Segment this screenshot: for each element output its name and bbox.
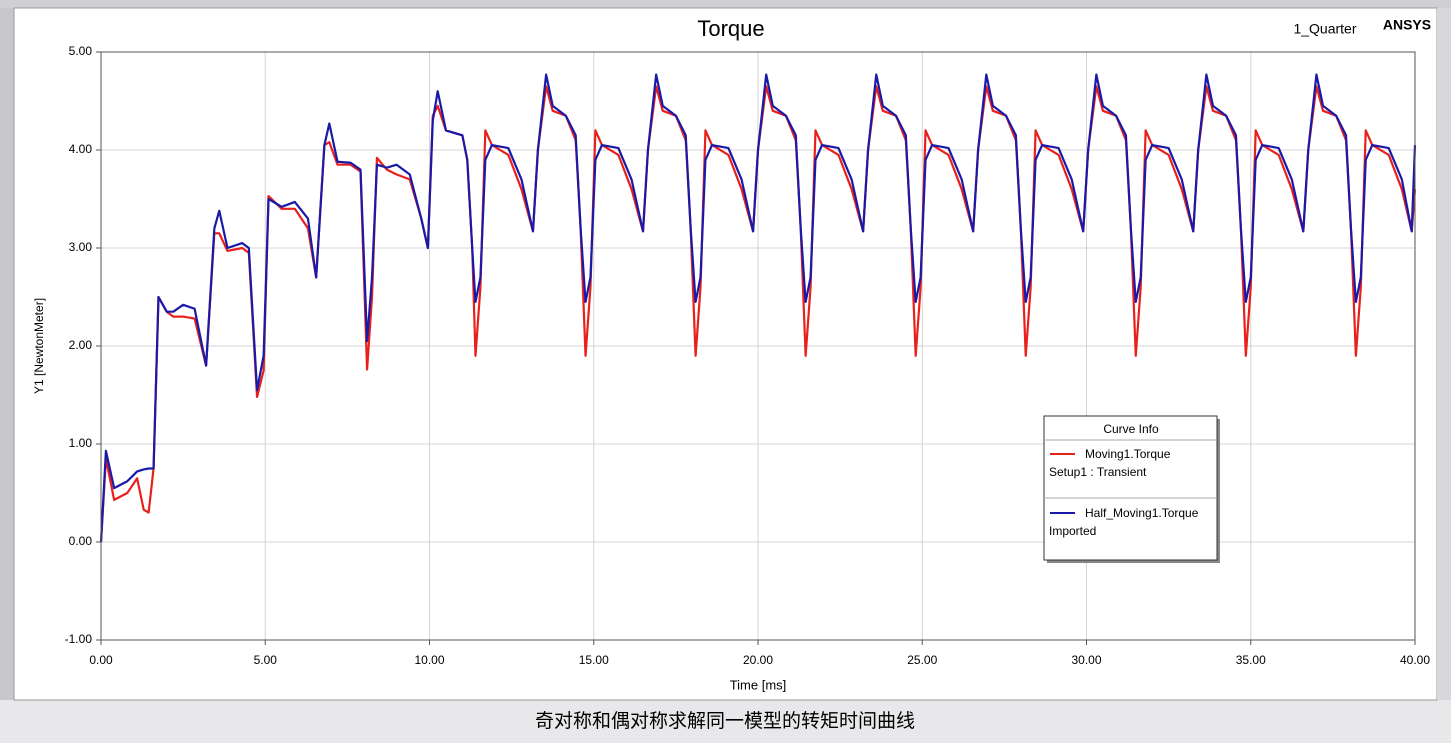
plot (99, 73, 1417, 543)
plot-frame (100, 51, 1416, 641)
series-line (99, 73, 1417, 543)
chart-title: Torque (697, 16, 764, 41)
y-tick-label: 4.00 (69, 142, 93, 156)
x-tick-label: 15.00 (579, 653, 609, 667)
legend-label: Half_Moving1.Torque (1085, 506, 1199, 520)
x-tick-label: 0.00 (89, 653, 113, 667)
y-axis-label: Y1 [NewtonMeter] (32, 298, 46, 394)
legend-source: Setup1 : Transient (1049, 465, 1147, 479)
x-tick-label: 5.00 (254, 653, 278, 667)
y-tick-label: 2.00 (69, 338, 93, 352)
y-tick-label: 0.00 (69, 534, 93, 548)
left-panel (0, 8, 14, 700)
y-tick-label: 3.00 (69, 240, 93, 254)
y-tick-label: 1.00 (69, 436, 93, 450)
caption: 奇对称和偶对称求解同一模型的转矩时间曲线 (535, 710, 915, 732)
y-tick-label: 5.00 (69, 44, 93, 58)
y-tick-label: -1.00 (65, 632, 93, 646)
legend-box (1043, 415, 1218, 561)
x-axis-label: Time [ms] (730, 677, 787, 692)
x-tick-label: 10.00 (414, 653, 444, 667)
x-tick-label: 25.00 (907, 653, 937, 667)
legend-title: Curve Info (1103, 422, 1159, 436)
brand: ANSYS (1383, 17, 1431, 33)
right-panel (1437, 8, 1451, 700)
x-tick-label: 20.00 (743, 653, 773, 667)
legend: Curve Info Moving1.Torque Setup1 : Transi… (1043, 415, 1220, 563)
subtitle: 1_Quarter (1293, 21, 1356, 37)
top-bar (0, 0, 1451, 8)
x-tick-label: 40.00 (1400, 653, 1430, 667)
chart-window (13, 7, 1438, 701)
legend-source: Imported (1049, 524, 1096, 538)
legend-label: Moving1.Torque (1085, 447, 1171, 461)
x-tick-label: 35.00 (1236, 653, 1266, 667)
x-tick-label: 30.00 (1071, 653, 1101, 667)
